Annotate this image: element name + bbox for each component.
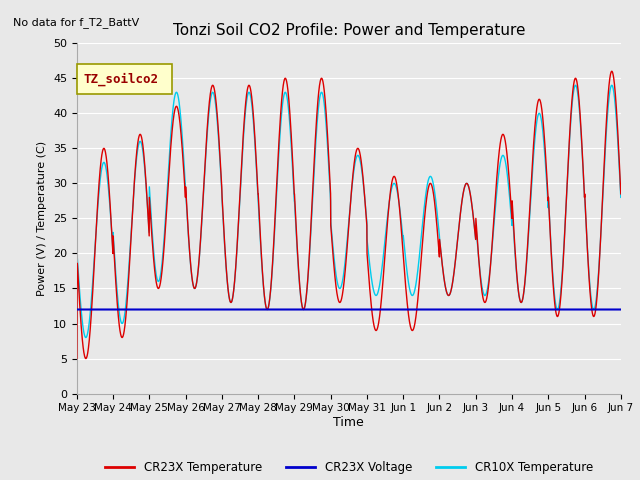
Title: Tonzi Soil CO2 Profile: Power and Temperature: Tonzi Soil CO2 Profile: Power and Temper… [173, 23, 525, 38]
CR23X Voltage [135, 307, 143, 312]
CR23X Voltage [548, 307, 556, 312]
CR10X Temperature [548, 252, 556, 258]
CR23X Voltage [73, 307, 81, 312]
FancyBboxPatch shape [77, 64, 172, 94]
CR10X Temperature [135, 141, 143, 146]
Line: CR23X Temperature: CR23X Temperature [77, 71, 621, 359]
CR23X Temperature [305, 258, 313, 264]
CR23X Temperature [548, 255, 556, 261]
CR23X Voltage [305, 307, 313, 312]
Legend: CR23X Temperature, CR23X Voltage, CR10X Temperature: CR23X Temperature, CR23X Voltage, CR10X … [100, 456, 598, 479]
CR23X Temperature [282, 75, 289, 81]
CR10X Temperature [572, 83, 579, 88]
CR10X Temperature [607, 86, 614, 92]
X-axis label: Time: Time [333, 416, 364, 429]
CR23X Temperature [617, 191, 625, 197]
CR23X Temperature [135, 134, 143, 140]
CR23X Voltage [282, 307, 289, 312]
CR23X Voltage [167, 307, 175, 312]
CR23X Temperature [73, 356, 81, 361]
CR23X Temperature [606, 73, 614, 79]
CR10X Temperature [282, 89, 289, 95]
Line: CR10X Temperature: CR10X Temperature [77, 85, 621, 337]
CR23X Temperature [167, 140, 175, 145]
Text: No data for f_T2_BattV: No data for f_T2_BattV [13, 17, 139, 28]
CR23X Voltage [606, 307, 614, 312]
Y-axis label: Power (V) / Temperature (C): Power (V) / Temperature (C) [37, 141, 47, 296]
CR23X Temperature [608, 68, 616, 74]
CR10X Temperature [167, 127, 175, 132]
Text: TZ_soilco2: TZ_soilco2 [83, 72, 158, 85]
CR10X Temperature [305, 261, 313, 266]
CR23X Voltage [617, 307, 625, 312]
CR10X Temperature [617, 194, 625, 200]
CR10X Temperature [73, 335, 81, 340]
